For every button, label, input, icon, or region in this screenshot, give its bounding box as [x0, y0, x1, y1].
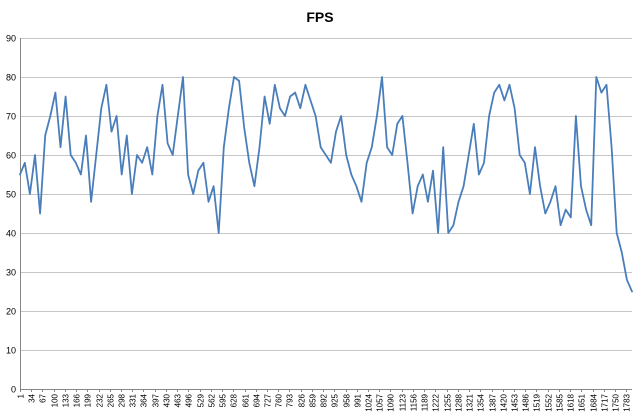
axes	[20, 38, 632, 392]
x-tick-label: 826	[298, 393, 307, 407]
y-tick-label: 40	[6, 229, 16, 239]
x-tick-label: 1651	[578, 393, 587, 411]
x-tick-label: 991	[354, 393, 363, 407]
x-tick-label: 1420	[500, 393, 509, 411]
x-tick-label: 1684	[590, 393, 599, 411]
x-tick-label: 1519	[533, 393, 542, 411]
x-tick-label: 892	[320, 393, 329, 407]
x-tick-label: 1453	[511, 393, 520, 411]
x-tick-label: 430	[163, 393, 172, 407]
x-tick-label: 595	[219, 393, 228, 407]
x-tick-label: 34	[28, 393, 37, 402]
y-tick-label: 60	[6, 151, 16, 161]
x-tick-label: 298	[118, 393, 127, 407]
x-tick-label: 1387	[489, 393, 498, 411]
y-tick-label: 30	[6, 268, 16, 278]
x-tick-label: 628	[230, 393, 239, 407]
y-tick-label: 90	[6, 34, 16, 44]
series	[19, 76, 633, 293]
y-tick-label: 10	[6, 346, 16, 356]
x-tick-label: 760	[275, 393, 284, 407]
chart-title: FPS	[306, 9, 333, 25]
y-tick-label: 0	[11, 385, 16, 395]
x-tick-label: 1486	[522, 393, 531, 411]
x-tick-label: 1354	[477, 393, 486, 411]
x-axis-labels: 1 34 67 100 133 166 199 232 265 298 331 364 397 430 46…	[17, 393, 632, 411]
x-tick-label: 1717	[601, 393, 610, 411]
x-tick-label: 331	[129, 393, 138, 407]
series-line-0	[19, 76, 633, 293]
x-tick-label: 1321	[466, 393, 475, 411]
x-tick-label: 1222	[432, 393, 441, 411]
x-tick-label: 529	[197, 393, 206, 407]
x-tick-label: 133	[62, 393, 71, 407]
x-tick-label: 661	[242, 393, 251, 407]
x-tick-label: 925	[331, 393, 340, 407]
x-tick-label: 793	[286, 393, 295, 407]
x-tick-label: 1783	[623, 393, 632, 411]
x-tick-label: 67	[39, 393, 48, 402]
x-tick-label: 1	[17, 393, 26, 398]
x-tick-label: 1750	[612, 393, 621, 411]
x-tick-label: 1189	[421, 393, 430, 411]
x-tick-label: 199	[84, 393, 93, 407]
y-axis-labels: 0 10 20 30 40 50 60 70 80 90	[6, 34, 16, 395]
x-tick-label: 1255	[444, 393, 453, 411]
x-tick-label: 397	[152, 393, 161, 407]
x-tick-label: 1090	[387, 393, 396, 411]
x-tick-label: 859	[309, 393, 318, 407]
x-tick-label: 694	[253, 393, 262, 407]
x-tick-label: 562	[208, 393, 217, 407]
x-tick-label: 496	[185, 393, 194, 407]
x-tick-label: 1123	[399, 393, 408, 411]
x-tick-label: 1024	[365, 393, 374, 411]
y-tick-label: 50	[6, 190, 16, 200]
x-tick-label: 100	[51, 393, 60, 407]
y-tick-label: 70	[6, 112, 16, 122]
x-tick-label: 1552	[545, 393, 554, 411]
y-tick-label: 80	[6, 73, 16, 83]
x-tick-label: 1288	[455, 393, 464, 411]
x-tick-label: 265	[107, 393, 116, 407]
x-tick-label: 1156	[410, 393, 419, 411]
x-tick-label: 232	[96, 393, 105, 407]
x-tick-label: 463	[174, 393, 183, 407]
x-tick-label: 958	[343, 393, 352, 407]
x-tick-label: 727	[264, 393, 273, 407]
y-tick-label: 20	[6, 307, 16, 317]
x-tick-label: 1618	[567, 393, 576, 411]
x-tick-label: 1585	[556, 393, 565, 411]
x-tick-label: 364	[140, 393, 149, 407]
x-tick-label: 166	[73, 393, 82, 407]
gridlines	[20, 38, 632, 351]
x-tick-label: 1057	[376, 393, 385, 411]
